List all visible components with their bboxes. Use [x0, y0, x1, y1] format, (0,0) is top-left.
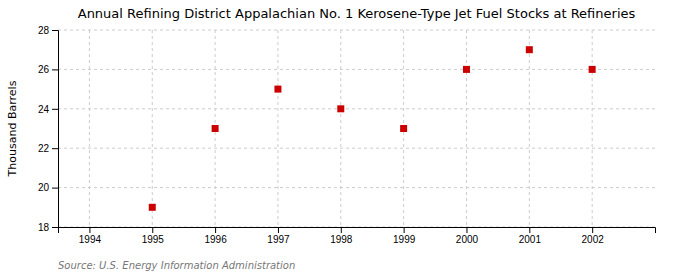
grid-line-x [529, 30, 530, 227]
point [149, 204, 156, 211]
y-tick-mark [52, 188, 58, 189]
point [274, 86, 281, 93]
y-tick: 20 [38, 182, 58, 193]
x-tick-mark [152, 227, 153, 233]
x-tick: 1998 [330, 227, 353, 245]
y-tick-label: 24 [38, 104, 50, 115]
y-tick: 24 [38, 104, 58, 115]
grid-line-x [277, 30, 278, 227]
y-tick: 26 [38, 64, 58, 75]
points [149, 46, 596, 211]
y-tick-mark [52, 69, 58, 70]
x-tick-mark [529, 227, 530, 233]
plot: 1994 1995 1996 1997 1998 1999 2000 2001 2002 18 20… [38, 25, 656, 245]
x-tick: 2000 [456, 227, 479, 245]
y-axis-line [52, 31, 59, 228]
y-tick-label: 26 [38, 64, 50, 75]
grid [58, 30, 655, 227]
x-tick-mark [592, 227, 593, 233]
grid-line-y [58, 30, 655, 31]
y-tick-label: 20 [38, 182, 50, 193]
x-tick: 1999 [393, 227, 416, 245]
x-tick-mark [466, 227, 467, 233]
point [463, 66, 470, 73]
x-tick-mark [278, 227, 279, 233]
y-axis: 18 20 22 24 26 28 [38, 25, 59, 233]
point [589, 66, 596, 73]
y-tick-mark [52, 148, 58, 149]
point [212, 125, 219, 132]
x-tick-label: 1995 [142, 234, 165, 245]
x-tick-mark [404, 227, 405, 233]
grid-line-y [58, 148, 655, 149]
point [526, 46, 533, 53]
x-tick: 1996 [204, 227, 227, 245]
y-tick-mark [52, 30, 58, 31]
grid-line-x [340, 30, 341, 227]
grid-line-x [152, 30, 153, 227]
x-tick: 1995 [142, 227, 165, 245]
grid-line-x [592, 30, 593, 227]
x-tick-label: 1996 [204, 234, 227, 245]
grid-line-y [58, 69, 655, 70]
y-tick-label: 18 [38, 222, 50, 233]
x-tick: 2002 [582, 227, 605, 245]
x-tick-label: 2002 [582, 234, 605, 245]
x-axis: 1994 1995 1996 1997 1998 1999 2000 2001 2002 [59, 227, 656, 245]
title: Annual Refining District Appalachian No.… [78, 6, 636, 21]
x-tick-label: 2000 [456, 234, 479, 245]
y-tick-mark [52, 227, 58, 228]
x-tick-label: 1997 [267, 234, 290, 245]
x-tick: 1994 [79, 227, 102, 245]
x-tick-label: 1998 [330, 234, 353, 245]
y-tick: 28 [38, 25, 58, 36]
x-axis-line [59, 228, 656, 234]
y-tick-mark [52, 109, 58, 110]
x-tick: 2001 [519, 227, 542, 245]
y-tick-label: 22 [38, 143, 50, 154]
point [400, 125, 407, 132]
x-tick-mark [341, 227, 342, 233]
x-tick-label: 2001 [519, 234, 542, 245]
y-axis-label: Thousand Barrels [6, 80, 19, 177]
x-tick-mark [89, 227, 90, 233]
point [337, 105, 344, 112]
x-tick-mark [215, 227, 216, 233]
y-tick: 22 [38, 143, 58, 154]
source: Source: U.S. Energy Information Administ… [58, 260, 295, 271]
x-tick: 1997 [267, 227, 290, 245]
grid-line-y [58, 187, 655, 188]
x-tick-label: 1999 [393, 234, 416, 245]
y-tick: 18 [38, 222, 58, 233]
grid-line-x [466, 30, 467, 227]
chart: 1994 1995 1996 1997 1998 1999 2000 2001 2002 18 20… [0, 0, 675, 275]
grid-line-x [89, 30, 90, 227]
y-tick-label: 28 [38, 25, 50, 36]
grid-line-y [58, 108, 655, 109]
x-tick-label: 1994 [79, 234, 102, 245]
